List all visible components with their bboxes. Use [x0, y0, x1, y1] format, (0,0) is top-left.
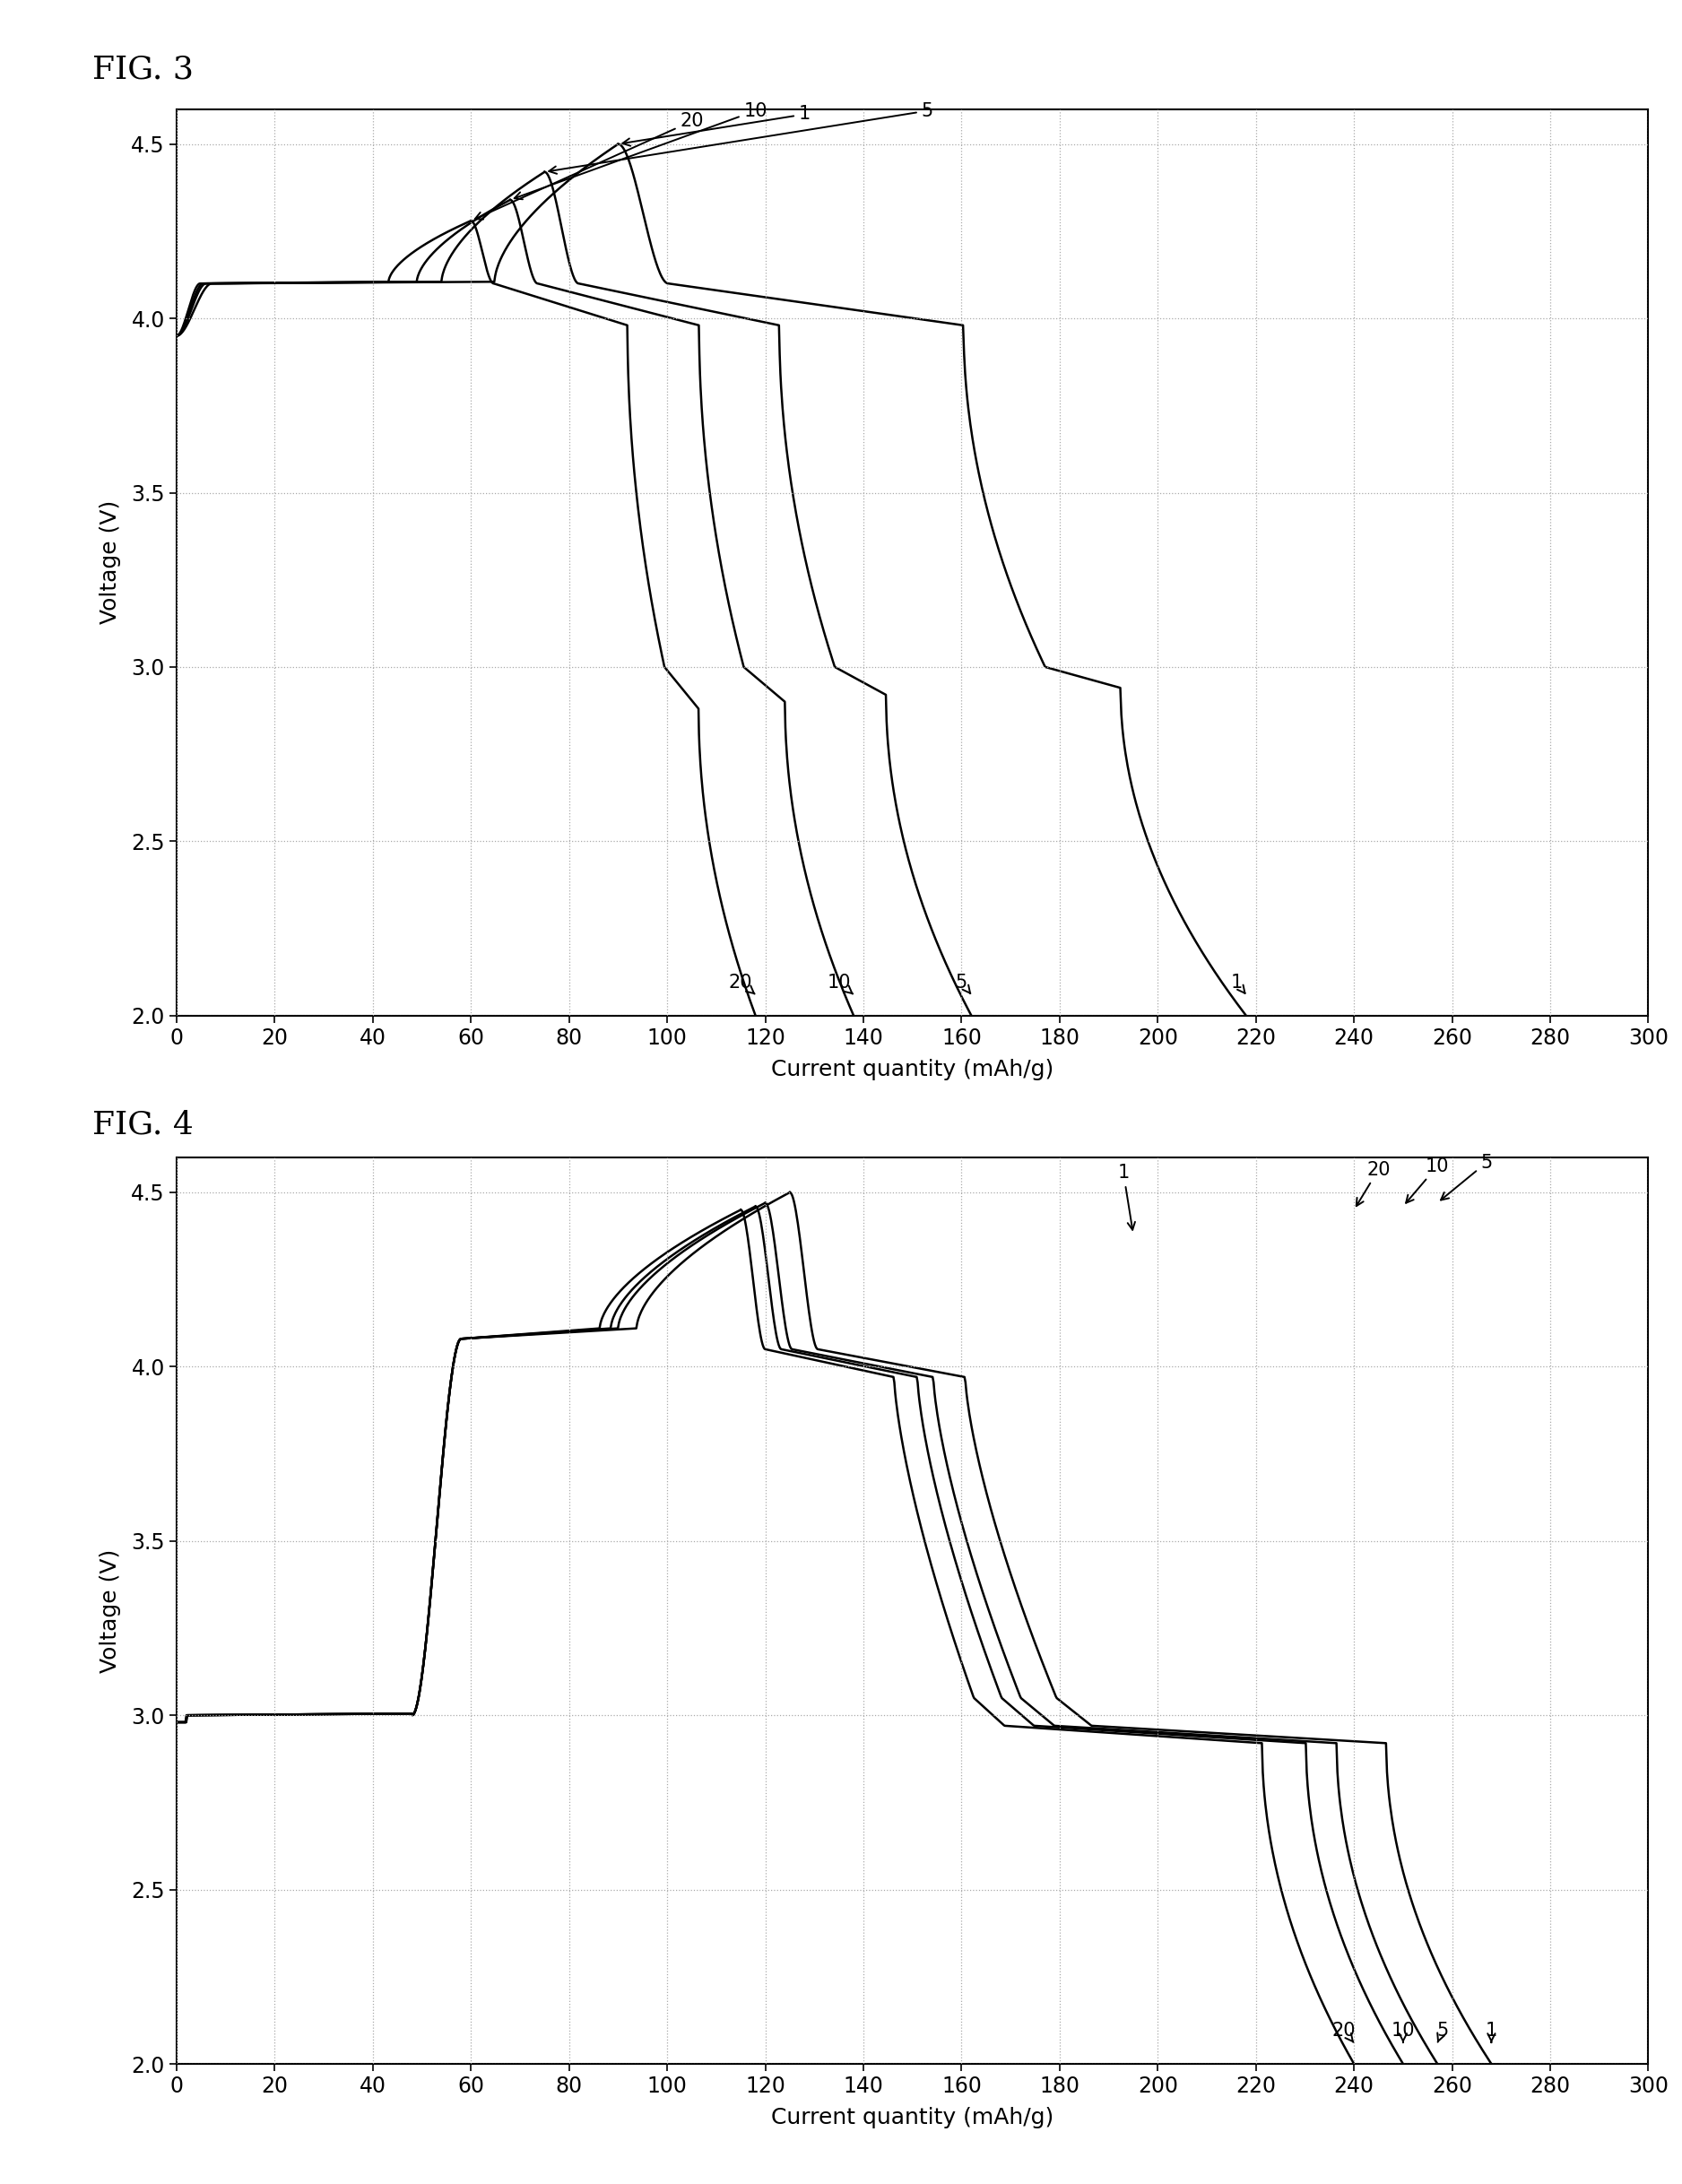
Text: 10: 10 — [1391, 2022, 1415, 2042]
Text: 10: 10 — [1406, 1158, 1450, 1203]
Text: FIG. 3: FIG. 3 — [93, 55, 193, 85]
Text: 20: 20 — [1332, 2022, 1356, 2042]
X-axis label: Current quantity (mAh/g): Current quantity (mAh/g) — [770, 1059, 1055, 1081]
Text: 10: 10 — [515, 103, 767, 199]
Text: 1: 1 — [1117, 1164, 1135, 1230]
Text: 5: 5 — [548, 103, 934, 175]
Text: 1: 1 — [622, 105, 811, 146]
Y-axis label: Voltage (V): Voltage (V) — [99, 1548, 121, 1673]
Y-axis label: Voltage (V): Voltage (V) — [99, 500, 121, 625]
X-axis label: Current quantity (mAh/g): Current quantity (mAh/g) — [770, 2108, 1055, 2129]
Text: 5: 5 — [1436, 2022, 1448, 2042]
Text: 10: 10 — [828, 974, 853, 994]
Text: 1: 1 — [1230, 974, 1245, 994]
Text: 20: 20 — [1356, 1160, 1391, 1206]
Text: 5: 5 — [955, 974, 971, 994]
Text: 20: 20 — [728, 974, 755, 994]
Text: 5: 5 — [1441, 1153, 1492, 1199]
Text: 20: 20 — [474, 111, 703, 218]
Text: 1: 1 — [1485, 2022, 1497, 2042]
Text: FIG. 4: FIG. 4 — [93, 1109, 193, 1140]
